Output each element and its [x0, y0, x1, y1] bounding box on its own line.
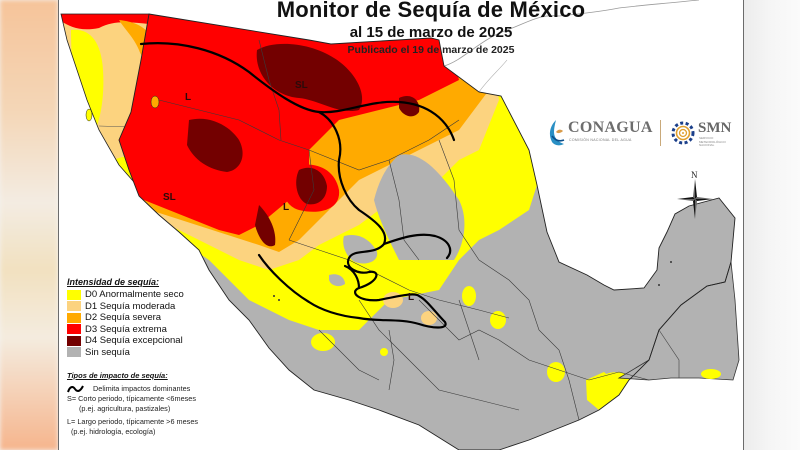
legend-swatch-d2 [67, 312, 81, 323]
intensity-legend: Intensidad de sequía: D0 Anormalmente se… [67, 277, 257, 358]
impact-short-examples-row: (p.ej. agricultura, pastizales) [67, 404, 267, 414]
conagua-logo: CONAGUA COMISIÓN NACIONAL DEL AGUA [546, 116, 654, 152]
legend-label-d4: D4 Sequía excepcional [85, 335, 183, 347]
legend-item-d4: D4 Sequía excepcional [67, 335, 257, 347]
blurred-background-right [744, 0, 800, 450]
legend-swatch-d1 [67, 301, 81, 312]
map-title: Monitor de Sequía de México [276, 0, 586, 22]
conagua-name: CONAGUA [568, 119, 653, 136]
smn-logo: SMN SERVICIO METEOROLÓGICO NACIONAL [670, 116, 743, 152]
smn-name: SMN [698, 120, 732, 136]
legend-label-d3: D3 Sequía extrema [85, 323, 167, 335]
legend-title: Intensidad de sequía: [67, 277, 160, 287]
impact-short-label: S= Corto periodo, típicamente <6meses [67, 394, 196, 404]
agency-logos: CONAGUA COMISIÓN NACIONAL DEL AGUA SMN S… [546, 116, 743, 152]
impact-label-l-sonora: L [185, 92, 192, 103]
legend-label-d0: D0 Anormalmente seco [85, 289, 184, 301]
impact-label-l-durango: L [283, 202, 290, 213]
legend-label-d2: D2 Sequía severa [85, 312, 162, 324]
impact-legend-title: Tipos de impacto de sequía: [67, 371, 168, 380]
impact-short-examples: (p.ej. agricultura, pastizales) [79, 404, 171, 414]
legend-item-d0: D0 Anormalmente seco [67, 289, 257, 301]
conagua-wave-icon [549, 120, 565, 146]
map-date: al 15 de marzo de 2025 [349, 24, 513, 41]
legend-label-d1: D1 Sequía moderada [85, 300, 176, 312]
legend-item-d3: D3 Sequía extrema [67, 324, 257, 336]
drought-map-frame: L SL SL L L Monitor de Sequía de México … [58, 0, 744, 450]
conagua-subtitle: COMISIÓN NACIONAL DEL AGUA [569, 138, 632, 142]
impact-boundary-item: Delimita impactos dominantes [67, 384, 267, 394]
impact-boundary-line-icon [67, 385, 84, 393]
smn-subtitle: SERVICIO METEOROLÓGICO NACIONAL [699, 136, 726, 148]
smn-spiral-icon [671, 121, 695, 145]
impact-long-item: L= Largo periodo, típicamente >6 meses [67, 417, 267, 427]
impact-label-sl-baja: SL [163, 192, 176, 203]
legend-swatch-d3 [67, 324, 81, 335]
impact-long-examples: (p.ej. hidrología, ecología) [71, 427, 156, 437]
north-arrow-compass-icon [677, 179, 713, 219]
compass-rose: N [677, 170, 717, 222]
mexico-drought-map [60, 0, 740, 450]
legend-label-none: Sin sequía [85, 346, 130, 358]
impact-short-item: S= Corto periodo, típicamente <6meses [67, 394, 267, 404]
compass-north-label: N [691, 170, 698, 180]
impact-boundary-label: Delimita impactos dominantes [93, 384, 191, 394]
legend-swatch-d0 [67, 289, 81, 300]
logo-separator [660, 120, 661, 146]
blurred-background-left [0, 0, 58, 450]
impact-label-sl-chihuahua: SL [295, 80, 308, 91]
impact-long-label: L= Largo periodo, típicamente >6 meses [67, 417, 199, 427]
legend-swatch-none [67, 347, 81, 358]
impact-label-l-bajio: L [408, 292, 415, 303]
legend-item-d2: D2 Sequía severa [67, 312, 257, 324]
legend-item-d1: D1 Sequía moderada [67, 301, 257, 313]
impact-long-examples-row: (p.ej. hidrología, ecología) [67, 427, 267, 437]
impact-legend: Tipos de impacto de sequía: Delimita imp… [67, 371, 267, 437]
publication-date: Publicado el 19 de marzo de 2025 [347, 44, 515, 56]
legend-item-none: Sin sequía [67, 347, 257, 359]
legend-swatch-d4 [67, 335, 81, 346]
